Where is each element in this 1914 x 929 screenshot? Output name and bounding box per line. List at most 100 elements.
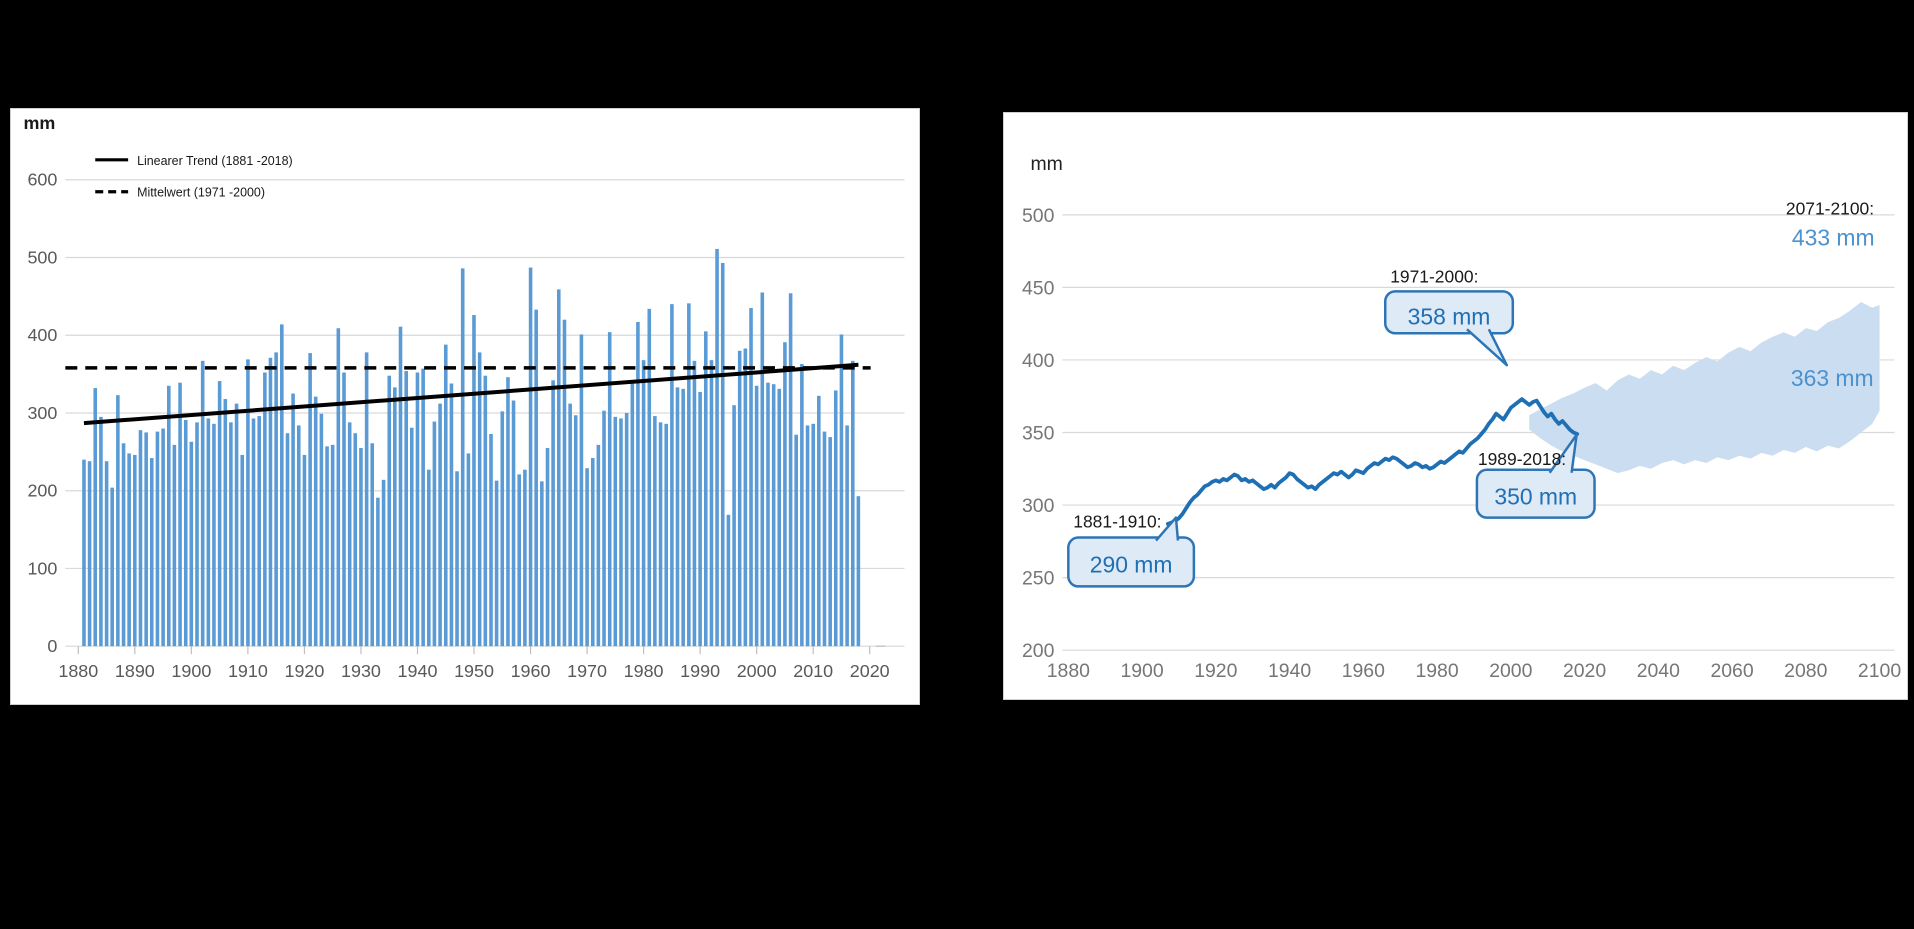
bar — [427, 469, 431, 647]
x-axis-tick-label: 1950 — [454, 661, 494, 681]
bar — [551, 380, 555, 647]
x-axis-tick-label: 1900 — [171, 661, 211, 681]
callout-bubble — [1383, 290, 1515, 335]
bar — [93, 388, 98, 647]
bar — [573, 415, 578, 647]
bar — [206, 418, 211, 647]
callout-pointer — [1155, 516, 1180, 542]
bar — [438, 403, 442, 647]
bar — [178, 382, 182, 647]
annotation: 350 mm 1989-2018: — [1475, 433, 1596, 519]
x-axis-tick-label: 1940 — [398, 661, 438, 681]
bar — [845, 425, 849, 647]
bar — [325, 446, 329, 647]
bar — [234, 403, 239, 647]
bar — [833, 390, 838, 647]
bar — [540, 481, 544, 647]
y-axis-tick-label: 500 — [1022, 205, 1055, 227]
bar — [489, 434, 493, 647]
bar — [653, 416, 657, 647]
bar — [121, 443, 126, 647]
bar — [455, 471, 459, 647]
bar — [494, 480, 499, 647]
legend-mean-label: Mittelwert (1971 -2000) — [137, 186, 265, 200]
callout-bubble — [1475, 468, 1596, 519]
bar — [302, 454, 307, 647]
bar — [528, 267, 533, 647]
annotation-label: 1971-2000: — [1390, 266, 1478, 286]
bar — [647, 308, 652, 647]
bar — [817, 395, 821, 647]
bar — [251, 418, 256, 647]
bar — [754, 385, 759, 647]
callout-bubble — [1067, 536, 1196, 588]
bar — [110, 487, 114, 647]
legend-trend-label: Linearer Trend (1881 -2018) — [137, 154, 293, 168]
bar — [545, 447, 550, 647]
bar — [460, 268, 465, 647]
bar — [319, 413, 324, 647]
bar — [477, 352, 482, 647]
x-axis-tick-label: 1880 — [1047, 660, 1090, 682]
callout-value: 358 mm — [1408, 303, 1491, 329]
bar — [415, 372, 420, 647]
x-axis-tick-label: 1960 — [1342, 660, 1385, 682]
bar — [800, 364, 804, 647]
bar — [534, 309, 538, 647]
bar — [636, 321, 640, 647]
bar — [658, 422, 663, 647]
bar — [330, 444, 335, 647]
bar — [568, 403, 572, 647]
y-axis-tick-label: 400 — [1022, 350, 1055, 372]
x-axis-tick-label: 2060 — [1710, 660, 1753, 682]
bar — [466, 453, 471, 647]
bar — [353, 433, 358, 647]
bar — [590, 458, 595, 647]
annotation-label: 1989-2018: — [1478, 449, 1566, 469]
bar — [212, 423, 216, 647]
bar — [398, 326, 403, 647]
bar — [144, 432, 148, 647]
bar — [409, 427, 414, 647]
annotation-value: 433 mm — [1792, 225, 1875, 251]
callout-pointer — [1548, 433, 1578, 474]
bar — [268, 357, 273, 647]
bar — [630, 383, 635, 647]
bar — [698, 391, 702, 647]
x-axis-tick-label: 2000 — [1489, 660, 1532, 682]
y-axis-tick-label: 100 — [27, 558, 57, 578]
bar — [336, 328, 341, 647]
bar — [500, 411, 505, 647]
x-axis-tick-label: 1930 — [341, 661, 381, 681]
bars-group — [82, 248, 861, 647]
x-axis-tick-label: 1980 — [624, 661, 664, 681]
bar — [506, 377, 510, 647]
bar — [149, 458, 154, 647]
annotation: 363 mm — [1791, 365, 1874, 391]
bar — [562, 319, 567, 647]
bar — [670, 304, 674, 647]
bar — [217, 381, 222, 647]
x-axis-tick-label: 2010 — [793, 661, 833, 681]
bar — [585, 468, 589, 647]
bar — [229, 422, 233, 647]
bar — [246, 359, 250, 647]
bar — [82, 459, 86, 647]
y-axis-tick-label: 400 — [27, 325, 57, 345]
bar — [342, 372, 346, 647]
bar — [839, 334, 844, 647]
bar — [732, 405, 736, 647]
y-axis-unit-label: mm — [23, 113, 55, 133]
bar — [822, 431, 827, 647]
bar — [805, 425, 810, 647]
bar — [811, 423, 816, 647]
bar — [155, 431, 160, 647]
bar — [161, 428, 165, 647]
y-axis-tick-label: 200 — [1022, 640, 1055, 662]
bar — [579, 334, 584, 647]
bar — [104, 461, 109, 647]
bar — [619, 418, 623, 647]
bar — [308, 353, 312, 647]
x-axis-tick-label: 1890 — [115, 661, 155, 681]
bar — [183, 419, 188, 647]
